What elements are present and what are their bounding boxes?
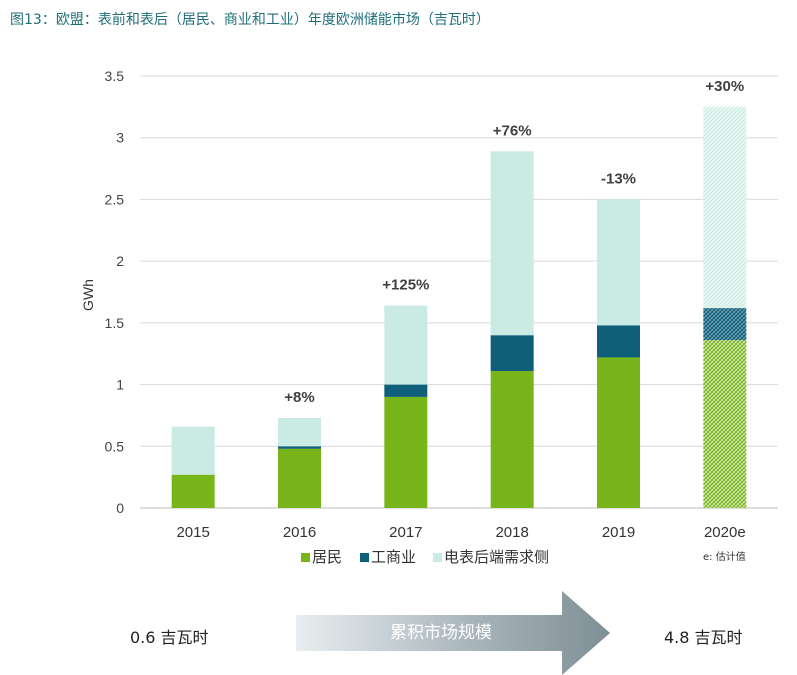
bar-2016-series-0 xyxy=(278,448,321,508)
bar-2017-series-2 xyxy=(384,305,428,385)
growth-label: +8% xyxy=(284,389,314,406)
legend-label: 工商业 xyxy=(371,548,416,566)
legend-swatch xyxy=(360,553,369,562)
bar-2019-series-2 xyxy=(597,199,640,326)
cumulative-arrow-label: 累积市场规模 xyxy=(390,623,492,643)
x-tick-label: 2018 xyxy=(495,524,528,541)
stacked-bar-chart: 0 0.5 1 1.5 2 2.5 3 3.5 2015 2016 2017 2018 2019 202… xyxy=(80,68,778,566)
bar-2015-series-2 xyxy=(171,426,215,475)
y-tick-label: 0.5 xyxy=(105,438,125,454)
growth-label: +30% xyxy=(705,78,744,95)
bar-2015-series-0 xyxy=(171,474,215,508)
x-tick-label: 2017 xyxy=(389,524,422,541)
estimate-note: e: 估计值 xyxy=(703,550,746,563)
bar-2018-series-0 xyxy=(490,370,534,508)
bars xyxy=(171,106,747,508)
growth-label: +125% xyxy=(382,277,429,294)
figure-title: 图13：欧盟：表前和表后（居民、商业和工业）年度欧洲储能市场（吉瓦时） xyxy=(10,12,490,28)
cumulative-arrow: 累积市场规模 xyxy=(296,591,610,675)
growth-labels: +8% +125% +76% -13% +30% xyxy=(284,78,744,406)
legend: 居民 工商业 电表后端需求侧 xyxy=(301,548,549,566)
growth-label: +76% xyxy=(493,122,532,139)
bar-2020e-series-1 xyxy=(703,308,747,341)
bar-2019-series-1 xyxy=(597,325,640,358)
legend-label: 电表后端需求侧 xyxy=(444,548,549,566)
y-tick-label: 1 xyxy=(116,377,124,393)
y-tick-label: 3.5 xyxy=(105,68,125,84)
x-tick-label: 2015 xyxy=(176,524,209,541)
bar-2020e-series-0 xyxy=(703,340,747,508)
bar-2019-series-0 xyxy=(597,357,640,508)
bar-2017-series-1 xyxy=(384,384,428,397)
cumulative-start-label: 0.6 吉瓦时 xyxy=(130,628,209,647)
bar-2018-series-2 xyxy=(490,151,534,336)
y-tick-label: 1.5 xyxy=(105,315,125,331)
bar-2016-series-2 xyxy=(278,417,321,447)
growth-label: -13% xyxy=(601,170,636,187)
y-tick-label: 2 xyxy=(116,253,124,269)
y-tick-labels: 0 0.5 1 1.5 2 2.5 3 3.5 xyxy=(105,68,125,516)
legend-swatch xyxy=(301,553,310,562)
cumulative-end-label: 4.8 吉瓦时 xyxy=(664,628,743,647)
y-tick-label: 2.5 xyxy=(105,191,125,207)
x-tick-labels: 2015 2016 2017 2018 2019 2020e xyxy=(176,524,745,541)
y-tick-label: 0 xyxy=(116,500,124,516)
legend-swatch xyxy=(433,553,442,562)
y-axis-label: GWh xyxy=(80,279,96,311)
x-tick-label: 2019 xyxy=(602,524,635,541)
grid-lines xyxy=(140,75,778,509)
bar-2020e-series-2 xyxy=(703,106,747,309)
y-tick-label: 3 xyxy=(116,130,124,146)
arrow-shape xyxy=(296,591,610,675)
x-tick-label: 2020e xyxy=(704,524,746,541)
bar-2017-series-0 xyxy=(384,396,428,508)
bar-2018-series-1 xyxy=(490,335,534,371)
bar-2016-series-1 xyxy=(278,446,321,449)
legend-label: 居民 xyxy=(312,548,342,566)
x-tick-label: 2016 xyxy=(283,524,316,541)
